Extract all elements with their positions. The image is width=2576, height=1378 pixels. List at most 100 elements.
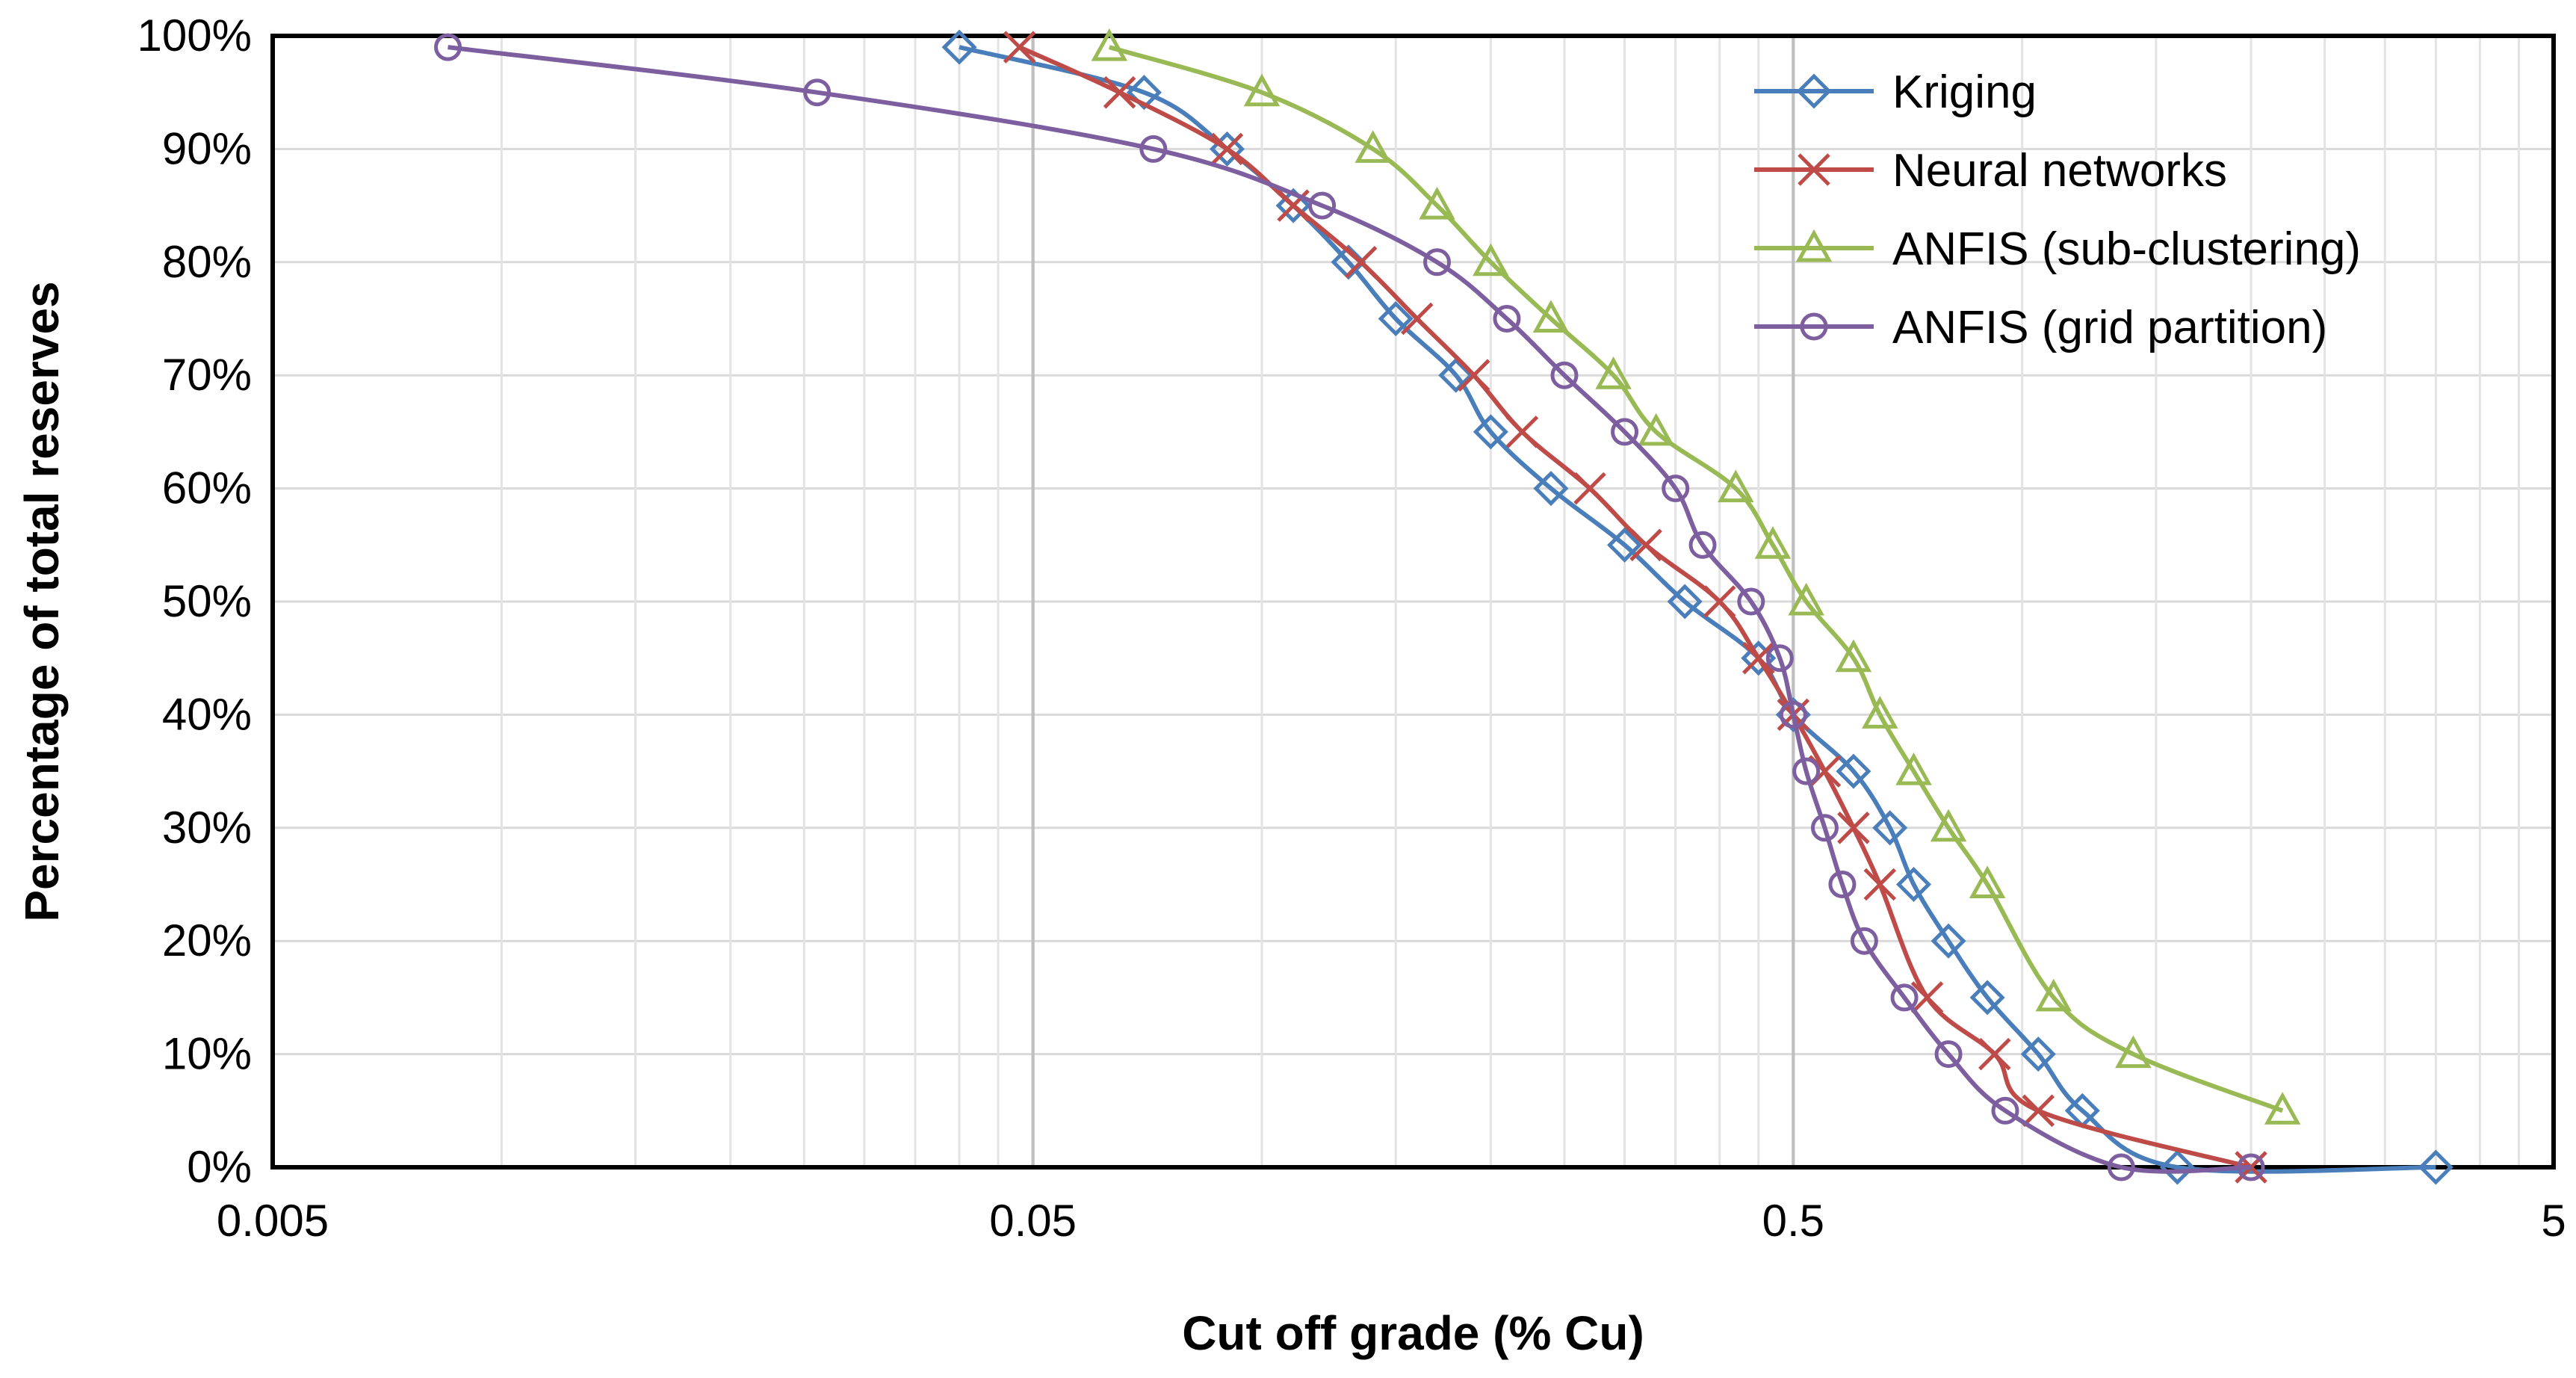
data-point-kriging — [1378, 300, 1414, 337]
legend: Kriging Neural networks ANFIS (sub-cluster… — [1754, 67, 2361, 353]
data-point-anfis-grid-partition — [434, 33, 462, 61]
data-point-kriging — [1607, 527, 1643, 563]
data-point-anfis-sub-clustering — [2264, 1092, 2301, 1125]
data-point-kriging — [1126, 75, 1162, 111]
data-point-anfis-sub-clustering — [1243, 73, 1281, 107]
data-point-anfis-grid-partition — [1779, 700, 1807, 729]
data-point-kriging — [941, 29, 977, 65]
y-tick-label: 70% — [162, 350, 252, 400]
y-tick-label: 90% — [162, 123, 252, 173]
y-tick-label: 10% — [162, 1029, 252, 1079]
series-line-neural-networks — [1018, 45, 2252, 1170]
data-point-kriging — [2418, 1149, 2453, 1185]
data-point-anfis-sub-clustering — [1595, 356, 1632, 389]
data-point-anfis-grid-partition — [1493, 305, 1521, 333]
data-point-anfis-sub-clustering — [1638, 413, 1674, 446]
data-point-anfis-grid-partition — [1765, 644, 1794, 673]
data-point-anfis-grid-partition — [1688, 531, 1717, 559]
y-axis-ticks: 0% 10% 20% 30% 40% 50% 60% 70% 80% 90% 100% — [137, 10, 252, 1192]
data-point-neural-networks — [1103, 75, 1136, 109]
data-point-kriging — [1473, 414, 1508, 450]
data-point-anfis-grid-partition — [1611, 418, 1639, 446]
data-point-kriging — [1969, 980, 2005, 1016]
data-point-anfis-grid-partition — [1828, 871, 1857, 898]
data-point-anfis-sub-clustering — [2115, 1035, 2152, 1069]
data-point-neural-networks — [1978, 1037, 2011, 1071]
data-point-anfis-grid-partition — [1550, 361, 1579, 389]
data-point-anfis-sub-clustering — [1862, 696, 1898, 729]
data-point-kriging — [1836, 753, 1871, 789]
data-point-anfis-grid-partition — [1139, 135, 1168, 163]
data-point-anfis-grid-partition — [1890, 983, 1919, 1012]
data-point-kriging — [2020, 1036, 2056, 1072]
data-point-anfis-grid-partition — [1850, 927, 1878, 955]
data-point-anfis-sub-clustering — [1354, 130, 1391, 163]
legend-item-kriging: Kriging — [1754, 67, 2037, 118]
data-point-neural-networks — [2022, 1094, 2055, 1128]
plot-area-border — [270, 34, 2556, 1170]
y-tick-label: 30% — [162, 803, 252, 853]
y-tick-label: 0% — [187, 1142, 252, 1192]
data-point-anfis-grid-partition — [2107, 1153, 2135, 1181]
y-tick-label: 40% — [162, 689, 252, 739]
data-point-anfis-sub-clustering — [1473, 243, 1509, 276]
data-point-anfis-sub-clustering — [2035, 978, 2072, 1012]
data-point-anfis-sub-clustering — [1895, 752, 1932, 785]
data-point-anfis-grid-partition — [803, 78, 832, 107]
data-point-kriging — [1438, 357, 1474, 393]
data-point-kriging — [1895, 866, 1932, 903]
data-point-anfis-sub-clustering — [1091, 28, 1128, 61]
data-point-neural-networks — [1400, 302, 1434, 336]
data-point-anfis-sub-clustering — [1969, 865, 2006, 898]
series-neural-networks — [1003, 31, 2267, 1184]
legend-marker — [1800, 312, 1828, 341]
legend-item-anfis-sub-clustering: ANFIS (sub-clustering) — [1754, 223, 2361, 275]
data-point-anfis-sub-clustering — [1718, 469, 1754, 503]
data-point-neural-networks — [1910, 981, 1944, 1014]
data-point-anfis-sub-clustering — [1532, 300, 1570, 333]
y-tick-label: 100% — [137, 10, 252, 61]
data-point-kriging — [1275, 188, 1311, 223]
data-point-neural-networks — [1629, 528, 1662, 562]
data-point-neural-networks — [1837, 812, 1870, 844]
y-tick-label: 60% — [162, 463, 252, 513]
x-axis-title: Cut off grade (% Cu) — [1182, 1306, 1644, 1360]
legend-marker — [1795, 229, 1833, 262]
data-point-anfis-grid-partition — [1934, 1040, 1963, 1069]
legend-item-neural-networks: Neural networks — [1754, 145, 2227, 197]
series-line-anfis-grid-partition — [448, 45, 2252, 1174]
data-point-kriging — [1872, 810, 1908, 846]
y-tick-label: 50% — [162, 576, 252, 626]
legend-label: Kriging — [1892, 67, 2037, 118]
data-point-anfis-sub-clustering — [1754, 526, 1792, 559]
data-point-kriging — [1533, 471, 1569, 507]
data-point-anfis-grid-partition — [2237, 1153, 2265, 1181]
data-point-anfis-grid-partition — [1792, 757, 1821, 785]
data-point-anfis-sub-clustering — [1419, 186, 1455, 220]
x-tick-label: 0.005 — [217, 1196, 329, 1246]
gridlines — [271, 34, 2555, 1169]
legend-item-anfis-grid-partition: ANFIS (grid partition) — [1754, 302, 2327, 353]
series-anfis-sub-clustering — [1091, 28, 2301, 1125]
x-tick-label: 5 — [2541, 1196, 2566, 1246]
series-anfis-grid-partition — [434, 33, 2265, 1181]
data-point-anfis-sub-clustering — [1788, 582, 1824, 616]
legend-marker — [1798, 153, 1830, 186]
x-tick-label: 0.5 — [1762, 1196, 1824, 1246]
x-axis-ticks: 0.005 0.05 0.5 5 — [217, 1196, 2566, 1246]
legend-label: ANFIS (grid partition) — [1892, 302, 2327, 353]
data-point-neural-networks — [1457, 359, 1490, 392]
data-point-neural-networks — [1573, 472, 1606, 505]
data-point-neural-networks — [1344, 246, 1378, 279]
data-point-neural-networks — [1210, 132, 1244, 166]
data-point-anfis-grid-partition — [1810, 814, 1839, 842]
data-point-kriging — [1931, 923, 1966, 959]
y-tick-label: 20% — [162, 915, 252, 965]
data-point-kriging — [2159, 1149, 2195, 1185]
x-tick-label: 0.05 — [989, 1196, 1077, 1246]
data-point-neural-networks — [1863, 868, 1897, 901]
data-point-neural-networks — [1741, 641, 1775, 675]
data-point-anfis-grid-partition — [1308, 191, 1337, 220]
data-point-anfis-grid-partition — [1737, 587, 1765, 616]
